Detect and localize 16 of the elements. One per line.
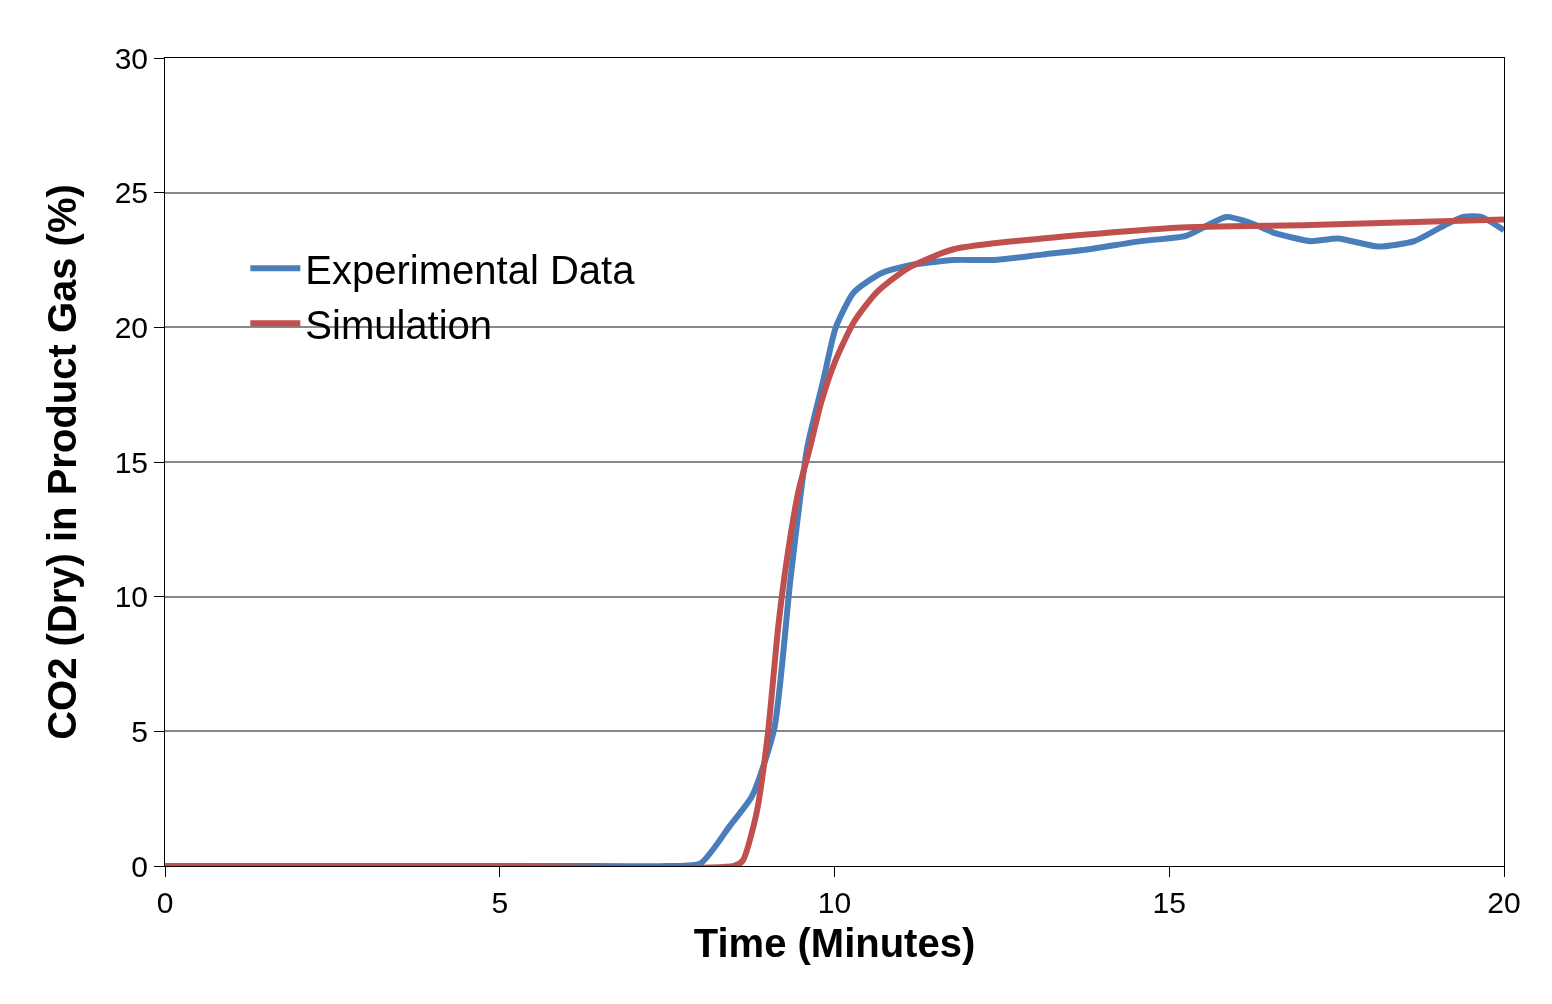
y-tick-label: 0 xyxy=(131,849,148,883)
x-tick-label: 5 xyxy=(491,886,509,919)
y-tick-label: 25 xyxy=(114,176,148,210)
y-tick-label: 30 xyxy=(114,41,148,75)
legend-label: Simulation xyxy=(305,302,493,347)
x-tick-label: 10 xyxy=(817,886,852,919)
x-tick-label: 20 xyxy=(1487,886,1521,919)
y-tick-label: 15 xyxy=(114,445,148,479)
legend-label: Experimental Data xyxy=(305,247,636,292)
y-tick-label: 10 xyxy=(114,580,148,614)
y-axis-title: CO2 (Dry) in Product Gas (%) xyxy=(40,184,85,740)
x-axis-title: Time (Minutes) xyxy=(693,920,976,965)
x-tick-label: 0 xyxy=(156,886,174,919)
y-tick-label: 5 xyxy=(131,714,148,748)
x-tick-label: 15 xyxy=(1152,886,1186,919)
y-tick-label: 20 xyxy=(114,310,148,344)
